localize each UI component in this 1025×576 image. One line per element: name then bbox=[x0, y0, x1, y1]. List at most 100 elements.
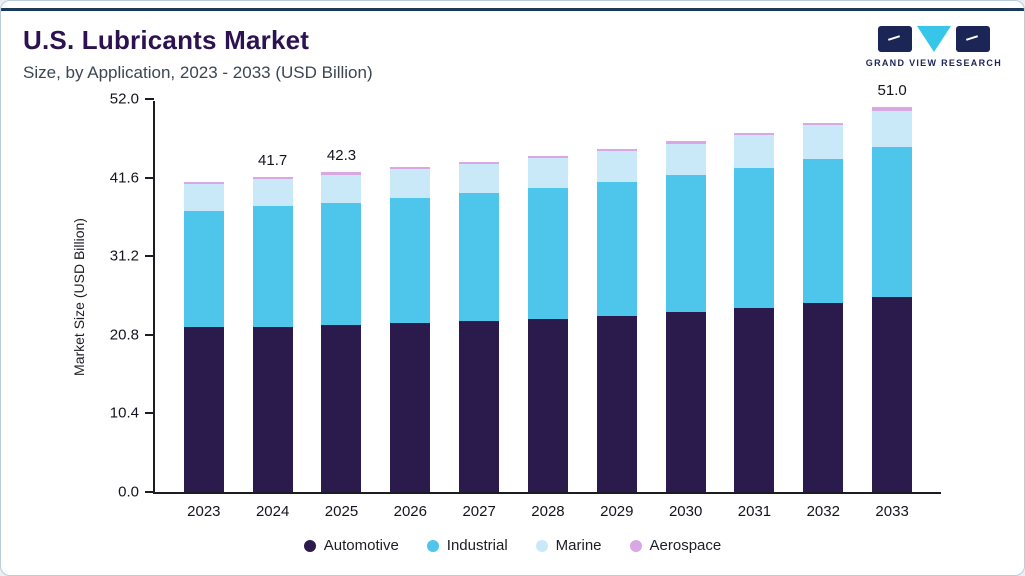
bar-segment-aerospace bbox=[803, 123, 844, 126]
bar-segment-industrial bbox=[596, 182, 637, 316]
y-tick-mark bbox=[145, 255, 154, 258]
bar-segment-aerospace bbox=[872, 106, 913, 112]
bar-stack bbox=[390, 167, 431, 492]
brand-name: GRAND VIEW RESEARCH bbox=[865, 58, 1002, 68]
marine-legend-dot-icon bbox=[535, 539, 548, 552]
bar-value-label: 42.3 bbox=[326, 147, 357, 165]
legend-label: Aerospace bbox=[649, 537, 722, 554]
bar-stack bbox=[459, 161, 500, 492]
x-axis-label: 2027 bbox=[462, 503, 496, 520]
y-tick-label: 52.0 bbox=[109, 90, 139, 108]
legend-label: Industrial bbox=[446, 537, 508, 554]
page-title: U.S. Lubricants Market bbox=[23, 25, 310, 55]
bar-segment-aerospace bbox=[183, 182, 224, 185]
x-axis-label: 2032 bbox=[806, 503, 840, 520]
top-accent-line bbox=[1, 8, 1024, 11]
bar-segment-marine bbox=[321, 174, 362, 203]
bar-stack bbox=[665, 141, 706, 492]
y-tick-mark bbox=[145, 98, 154, 100]
y-tick-label: 41.6 bbox=[109, 169, 139, 187]
x-axis-label: 2026 bbox=[393, 503, 427, 520]
y-tick-mark bbox=[145, 176, 154, 179]
bar-2029: 2029 bbox=[596, 101, 637, 520]
bar-segment-industrial bbox=[459, 193, 500, 322]
x-axis-label: 2031 bbox=[737, 503, 772, 520]
bar-segment-industrial bbox=[527, 188, 568, 319]
bar-segment-aerospace bbox=[734, 133, 775, 136]
legend-label: Automotive bbox=[323, 537, 399, 554]
bar-2031: 2031 bbox=[734, 101, 775, 520]
bar-stack bbox=[872, 106, 913, 492]
bar-stack bbox=[734, 133, 775, 492]
bar-segment-industrial bbox=[734, 167, 775, 309]
y-tick-label: 0.0 bbox=[118, 483, 139, 501]
bar-2027: 2027 bbox=[459, 101, 500, 520]
bar-segment-automotive bbox=[183, 327, 224, 492]
bar-segment-aerospace bbox=[321, 172, 362, 175]
bar-segment-industrial bbox=[803, 158, 844, 304]
bar-segment-automotive bbox=[527, 318, 568, 492]
bar-segment-aerospace bbox=[390, 167, 431, 170]
legend-item-industrial: Industrial bbox=[426, 537, 508, 554]
bar-segment-marine bbox=[596, 151, 637, 183]
automotive-legend-dot-icon bbox=[303, 539, 316, 552]
logo-triangle-icon bbox=[916, 26, 951, 52]
x-axis-label: 2028 bbox=[531, 503, 565, 520]
bar-stack bbox=[321, 172, 362, 492]
bar-segment-aerospace bbox=[459, 161, 500, 165]
bar-segment-industrial bbox=[872, 146, 913, 298]
bar-2026: 2026 bbox=[390, 101, 431, 520]
bar-value-label: 51.0 bbox=[877, 81, 907, 99]
y-axis-title: Market Size (USD Billion) bbox=[71, 218, 87, 376]
legend-item-marine: Marine bbox=[535, 537, 602, 554]
bar-segment-automotive bbox=[734, 308, 775, 492]
bar-value-label: 41.7 bbox=[258, 151, 288, 169]
y-tick-mark bbox=[145, 412, 154, 415]
bar-segment-marine bbox=[459, 164, 500, 194]
x-axis-label: 2033 bbox=[875, 503, 909, 520]
bar-segment-marine bbox=[527, 157, 568, 189]
bar-segment-industrial bbox=[321, 202, 362, 325]
logo-right-tile-icon bbox=[955, 26, 990, 52]
legend-item-aerospace: Aerospace bbox=[629, 537, 722, 554]
bar-segment-automotive bbox=[459, 321, 500, 492]
bar-segment-automotive bbox=[390, 323, 431, 492]
bar-2032: 2032 bbox=[803, 101, 844, 520]
aerospace-legend-dot-icon bbox=[629, 539, 642, 552]
y-tick-label: 20.8 bbox=[109, 326, 139, 344]
legend-item-automotive: Automotive bbox=[303, 537, 399, 554]
plot-area: 0.0 10.4 20.8 31.2 41.6 52.0 2023 41.7 2024 42.3… bbox=[110, 82, 941, 520]
legend: Automotive Industrial Marine Aerospace bbox=[1, 537, 1024, 554]
bar-segment-automotive bbox=[321, 324, 362, 492]
bar-segment-automotive bbox=[252, 326, 293, 492]
bar-2033: 51.0 2033 bbox=[872, 82, 913, 520]
x-axis-label: 2030 bbox=[668, 503, 703, 520]
bar-segment-marine bbox=[183, 184, 224, 211]
bar-stack bbox=[803, 123, 844, 492]
y-tick-label: 31.2 bbox=[109, 247, 139, 265]
bar-segment-aerospace bbox=[665, 141, 706, 144]
y-tick-mark bbox=[145, 333, 154, 336]
bar-segment-automotive bbox=[596, 315, 637, 492]
bar-2024: 41.7 2024 bbox=[252, 101, 293, 520]
x-axis-label: 2029 bbox=[600, 503, 634, 520]
y-tick-mark bbox=[145, 491, 154, 493]
x-axis-label: 2023 bbox=[187, 503, 221, 520]
bar-segment-industrial bbox=[252, 206, 293, 327]
bar-2030: 2030 bbox=[665, 101, 706, 520]
bar-stack bbox=[527, 155, 568, 492]
bar-segment-aerospace bbox=[527, 155, 568, 158]
bar-segment-aerospace bbox=[252, 176, 293, 180]
bar-segment-marine bbox=[390, 169, 431, 199]
logo-left-tile-icon bbox=[877, 26, 912, 52]
bar-segment-aerospace bbox=[596, 148, 637, 152]
page-subtitle: Size, by Application, 2023 - 2033 (USD B… bbox=[23, 63, 373, 82]
brand-logo-shapes bbox=[866, 25, 1002, 53]
bar-segment-industrial bbox=[665, 175, 706, 313]
bar-2023: 2023 bbox=[183, 101, 224, 520]
bar-segment-industrial bbox=[183, 210, 224, 328]
bar-segment-marine bbox=[872, 111, 913, 147]
bar-2028: 2028 bbox=[527, 101, 568, 520]
bar-segment-marine bbox=[252, 179, 293, 207]
